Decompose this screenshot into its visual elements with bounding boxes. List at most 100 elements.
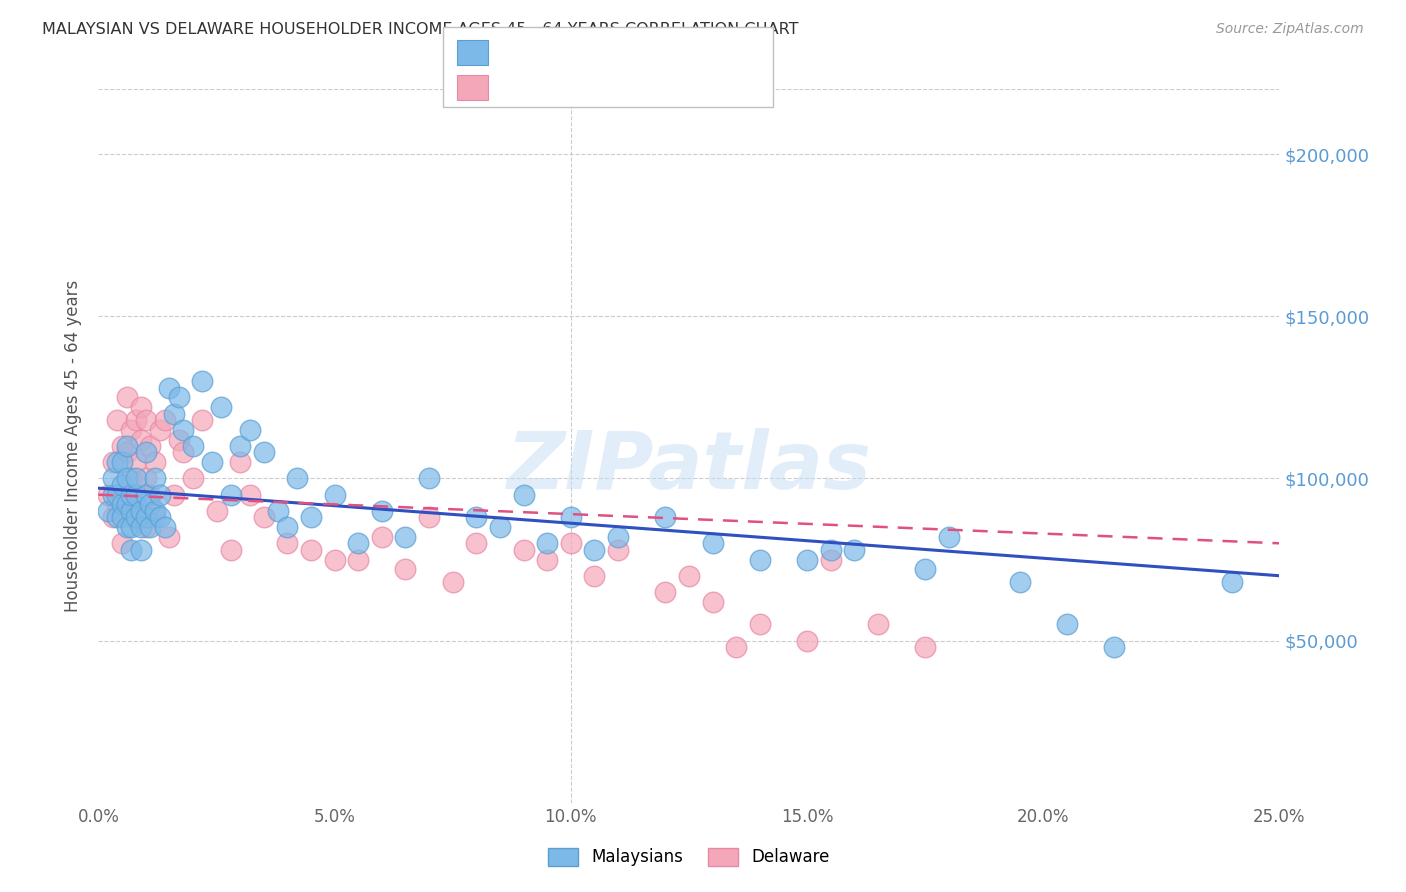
Point xyxy=(229,455,252,469)
Point xyxy=(239,488,262,502)
Point xyxy=(844,542,866,557)
Point xyxy=(129,542,152,557)
Point xyxy=(121,488,143,502)
Text: R =: R = xyxy=(502,41,538,59)
Point xyxy=(111,504,134,518)
Point xyxy=(702,536,724,550)
Text: MALAYSIAN VS DELAWARE HOUSEHOLDER INCOME AGES 45 - 64 YEARS CORRELATION CHART: MALAYSIAN VS DELAWARE HOUSEHOLDER INCOME… xyxy=(42,22,799,37)
Point xyxy=(115,439,138,453)
Point xyxy=(1008,575,1031,590)
Point xyxy=(607,530,630,544)
Point xyxy=(163,407,186,421)
Point xyxy=(725,640,748,654)
Point xyxy=(125,471,148,485)
Point xyxy=(105,455,128,469)
Point xyxy=(115,488,138,502)
Point xyxy=(139,497,162,511)
Point xyxy=(105,488,128,502)
Point xyxy=(125,488,148,502)
Text: 74: 74 xyxy=(636,41,659,59)
Text: Source: ZipAtlas.com: Source: ZipAtlas.com xyxy=(1216,22,1364,37)
Point xyxy=(121,504,143,518)
Point xyxy=(347,552,370,566)
Point xyxy=(153,520,176,534)
Point xyxy=(105,497,128,511)
Point xyxy=(489,520,512,534)
Point xyxy=(101,510,124,524)
Point xyxy=(121,510,143,524)
Point xyxy=(201,455,224,469)
Legend: Malaysians, Delaware: Malaysians, Delaware xyxy=(541,841,837,873)
Point xyxy=(143,510,166,524)
Point xyxy=(583,542,606,557)
Point xyxy=(121,520,143,534)
Point xyxy=(135,520,157,534)
Point xyxy=(167,390,190,404)
Point xyxy=(323,488,346,502)
Point xyxy=(267,504,290,518)
Point xyxy=(149,423,172,437)
Point xyxy=(512,542,534,557)
Point xyxy=(121,542,143,557)
Point xyxy=(820,542,842,557)
Point xyxy=(607,542,630,557)
Point xyxy=(394,530,416,544)
Point xyxy=(143,471,166,485)
Text: R =: R = xyxy=(502,76,538,94)
Point xyxy=(583,568,606,582)
Point xyxy=(111,478,134,492)
Point xyxy=(125,455,148,469)
Point xyxy=(560,510,582,524)
Point xyxy=(253,510,276,524)
Point xyxy=(163,488,186,502)
Point xyxy=(105,510,128,524)
Point xyxy=(125,497,148,511)
Point xyxy=(394,562,416,576)
Point xyxy=(866,617,889,632)
Point xyxy=(121,423,143,437)
Point xyxy=(111,439,134,453)
Point xyxy=(219,488,242,502)
Point xyxy=(129,400,152,414)
Point xyxy=(181,471,204,485)
Text: N =: N = xyxy=(589,76,637,94)
Point xyxy=(654,510,676,524)
Point xyxy=(938,530,960,544)
Point xyxy=(371,504,394,518)
Point xyxy=(560,536,582,550)
Point xyxy=(219,542,242,557)
Point xyxy=(191,374,214,388)
Point xyxy=(125,413,148,427)
Point xyxy=(115,390,138,404)
Point xyxy=(115,471,138,485)
Point xyxy=(149,488,172,502)
Point xyxy=(172,423,194,437)
Point xyxy=(239,423,262,437)
Point xyxy=(153,413,176,427)
Point xyxy=(323,552,346,566)
Point xyxy=(276,536,298,550)
Point xyxy=(157,530,180,544)
Point xyxy=(1220,575,1243,590)
Point xyxy=(167,433,190,447)
Point xyxy=(125,510,148,524)
Point xyxy=(914,640,936,654)
Point xyxy=(748,617,770,632)
Point xyxy=(1102,640,1125,654)
Point xyxy=(139,488,162,502)
Text: -0.108: -0.108 xyxy=(533,76,592,94)
Point xyxy=(748,552,770,566)
Point xyxy=(101,488,124,502)
Point xyxy=(285,471,308,485)
Point xyxy=(253,445,276,459)
Point xyxy=(111,497,134,511)
Point xyxy=(512,488,534,502)
Point xyxy=(678,568,700,582)
Point xyxy=(299,510,322,524)
Point xyxy=(536,552,558,566)
Point xyxy=(347,536,370,550)
Point xyxy=(139,439,162,453)
Point xyxy=(820,552,842,566)
Point xyxy=(139,520,162,534)
Point xyxy=(115,445,138,459)
